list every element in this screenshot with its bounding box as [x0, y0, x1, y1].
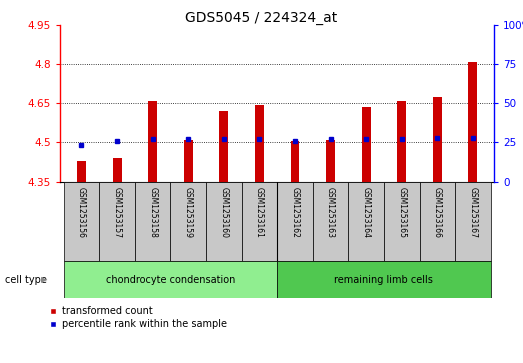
Legend: transformed count, percentile rank within the sample: transformed count, percentile rank withi… — [49, 306, 227, 329]
Bar — [291, 141, 300, 182]
Bar — [148, 101, 157, 182]
Text: GSM1253159: GSM1253159 — [184, 187, 193, 238]
Text: GDS5045 / 224324_at: GDS5045 / 224324_at — [185, 11, 338, 25]
Bar — [348, 182, 384, 261]
Text: ▶: ▶ — [41, 275, 47, 284]
Bar — [206, 182, 242, 261]
Bar — [313, 182, 348, 261]
Bar — [99, 182, 135, 261]
Bar — [419, 182, 455, 261]
Text: GSM1253160: GSM1253160 — [219, 187, 229, 238]
Bar — [362, 107, 371, 182]
Bar — [255, 105, 264, 182]
Bar — [64, 261, 277, 298]
Text: GSM1253166: GSM1253166 — [433, 187, 442, 238]
Text: GSM1253167: GSM1253167 — [469, 187, 477, 238]
Bar — [455, 182, 491, 261]
Text: chondrocyte condensation: chondrocyte condensation — [106, 274, 235, 285]
Text: GSM1253157: GSM1253157 — [112, 187, 121, 238]
Text: remaining limb cells: remaining limb cells — [335, 274, 434, 285]
Bar — [64, 182, 99, 261]
Text: GSM1253165: GSM1253165 — [397, 187, 406, 238]
Text: GSM1253158: GSM1253158 — [148, 187, 157, 238]
Bar — [384, 182, 419, 261]
Bar — [219, 111, 228, 182]
Bar — [469, 62, 477, 182]
Text: cell type: cell type — [5, 274, 47, 285]
Bar — [277, 261, 491, 298]
Text: GSM1253163: GSM1253163 — [326, 187, 335, 238]
Bar — [277, 182, 313, 261]
Text: GSM1253161: GSM1253161 — [255, 187, 264, 238]
Text: GSM1253164: GSM1253164 — [361, 187, 371, 238]
Text: GSM1253162: GSM1253162 — [290, 187, 300, 238]
Bar — [326, 140, 335, 182]
Bar — [135, 182, 170, 261]
Bar — [77, 161, 86, 182]
Bar — [184, 140, 192, 182]
Bar — [397, 101, 406, 182]
Bar — [170, 182, 206, 261]
Text: GSM1253156: GSM1253156 — [77, 187, 86, 238]
Bar — [242, 182, 277, 261]
Bar — [112, 158, 121, 182]
Bar — [433, 97, 442, 182]
